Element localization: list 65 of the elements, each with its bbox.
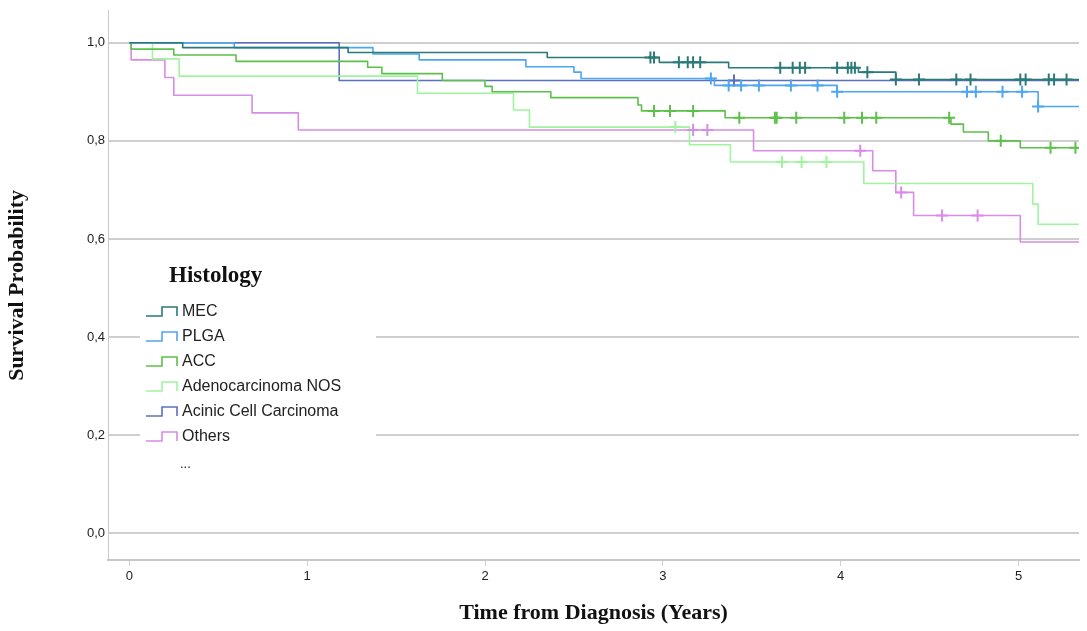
x-tick-label: 2 — [481, 568, 489, 584]
legend-title: Histology — [169, 262, 264, 288]
x-tick-label: 4 — [837, 568, 845, 584]
point — [963, 72, 978, 87]
point — [721, 78, 736, 93]
point — [798, 60, 813, 75]
point — [935, 208, 950, 223]
point — [860, 65, 875, 80]
point — [773, 60, 788, 75]
point — [968, 84, 983, 99]
point — [1043, 140, 1058, 155]
point — [869, 110, 884, 125]
point — [949, 72, 964, 87]
point — [775, 154, 790, 169]
legend-label: Others — [182, 426, 231, 445]
x-axis-title: Time from Diagnosis (Years) — [459, 599, 728, 625]
point — [693, 55, 708, 70]
y-axis-title: Survival Probability — [2, 189, 28, 381]
point — [942, 110, 957, 125]
point — [888, 72, 903, 87]
y-tick-label: 0,2 — [86, 426, 105, 442]
point — [700, 123, 715, 138]
point — [1031, 99, 1046, 114]
point — [783, 78, 798, 93]
point — [662, 103, 677, 118]
x-tick-label: 0 — [125, 568, 133, 584]
x-tick-label: 1 — [303, 568, 311, 584]
point — [970, 208, 985, 223]
y-tick-label: 0,8 — [86, 132, 105, 148]
legend-label: MEC — [182, 301, 218, 320]
point — [703, 71, 718, 86]
point — [995, 84, 1010, 99]
point — [830, 84, 845, 99]
legend-label: Acinic Cell Carcinoma — [182, 401, 339, 420]
point — [1015, 84, 1030, 99]
point — [789, 110, 804, 125]
point — [810, 78, 825, 93]
point — [686, 123, 701, 138]
point — [894, 185, 909, 200]
point — [1059, 72, 1074, 87]
point — [830, 60, 845, 75]
point — [993, 133, 1008, 148]
legend-label: ACC — [182, 351, 216, 370]
legend-label: PLGA — [182, 326, 225, 345]
x-tick-label: 3 — [659, 568, 667, 584]
point — [855, 110, 870, 125]
x-tick-label: 5 — [1014, 568, 1023, 584]
y-tick-label: 1,0 — [86, 34, 105, 50]
point — [1047, 72, 1062, 87]
legend-label: Adenocarcinoma NOS — [182, 376, 342, 395]
annotation: ... — [180, 456, 192, 471]
point — [751, 78, 766, 93]
point — [732, 110, 747, 125]
point — [734, 78, 749, 93]
y-tick-label: 0,6 — [86, 230, 105, 246]
point — [911, 72, 926, 87]
y-tick-label: 0,4 — [86, 328, 105, 344]
point — [686, 103, 701, 118]
point — [794, 154, 809, 169]
y-tick-label: 0,0 — [86, 525, 105, 541]
point — [837, 110, 852, 125]
point — [853, 143, 868, 158]
point — [668, 120, 683, 135]
point — [646, 103, 661, 118]
point — [819, 154, 834, 169]
